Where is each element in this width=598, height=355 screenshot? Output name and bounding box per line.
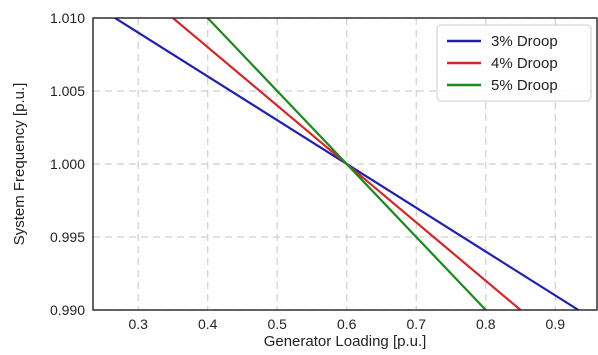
x-tick-label: 0.8	[476, 316, 496, 332]
y-tick-label: 1.005	[50, 83, 85, 99]
legend-label: 5% Droop	[491, 77, 558, 94]
legend: 3% Droop 4% Droop 5% Droop	[436, 24, 592, 102]
x-tick-label: 0.3	[128, 316, 148, 332]
y-tick-label: 0.990	[50, 302, 85, 318]
series-line-3	[206, 18, 487, 310]
x-tick-label: 0.5	[267, 316, 287, 332]
x-tick-label: 0.9	[546, 316, 566, 332]
y-tick-label: 1.000	[50, 156, 85, 172]
x-tick-label: 0.7	[407, 316, 427, 332]
x-axis-ticks: 0.3 0.4 0.5 0.6 0.7 0.8 0.9	[128, 316, 565, 332]
y-axis-label: System Frequency [p.u.]	[11, 83, 28, 246]
y-axis-ticks: 0.990 0.995 1.000 1.005 1.010	[50, 10, 85, 318]
x-axis-label: Generator Loading [p.u.]	[264, 333, 427, 350]
y-tick-label: 0.995	[50, 229, 85, 245]
legend-box	[436, 24, 592, 102]
x-tick-label: 0.6	[337, 316, 357, 332]
series-lines	[114, 18, 580, 310]
legend-label: 4% Droop	[491, 55, 558, 72]
y-tick-label: 1.010	[50, 10, 85, 26]
plot-frame	[92, 17, 598, 311]
x-tick-label: 0.4	[198, 316, 218, 332]
legend-label: 3% Droop	[491, 33, 558, 50]
